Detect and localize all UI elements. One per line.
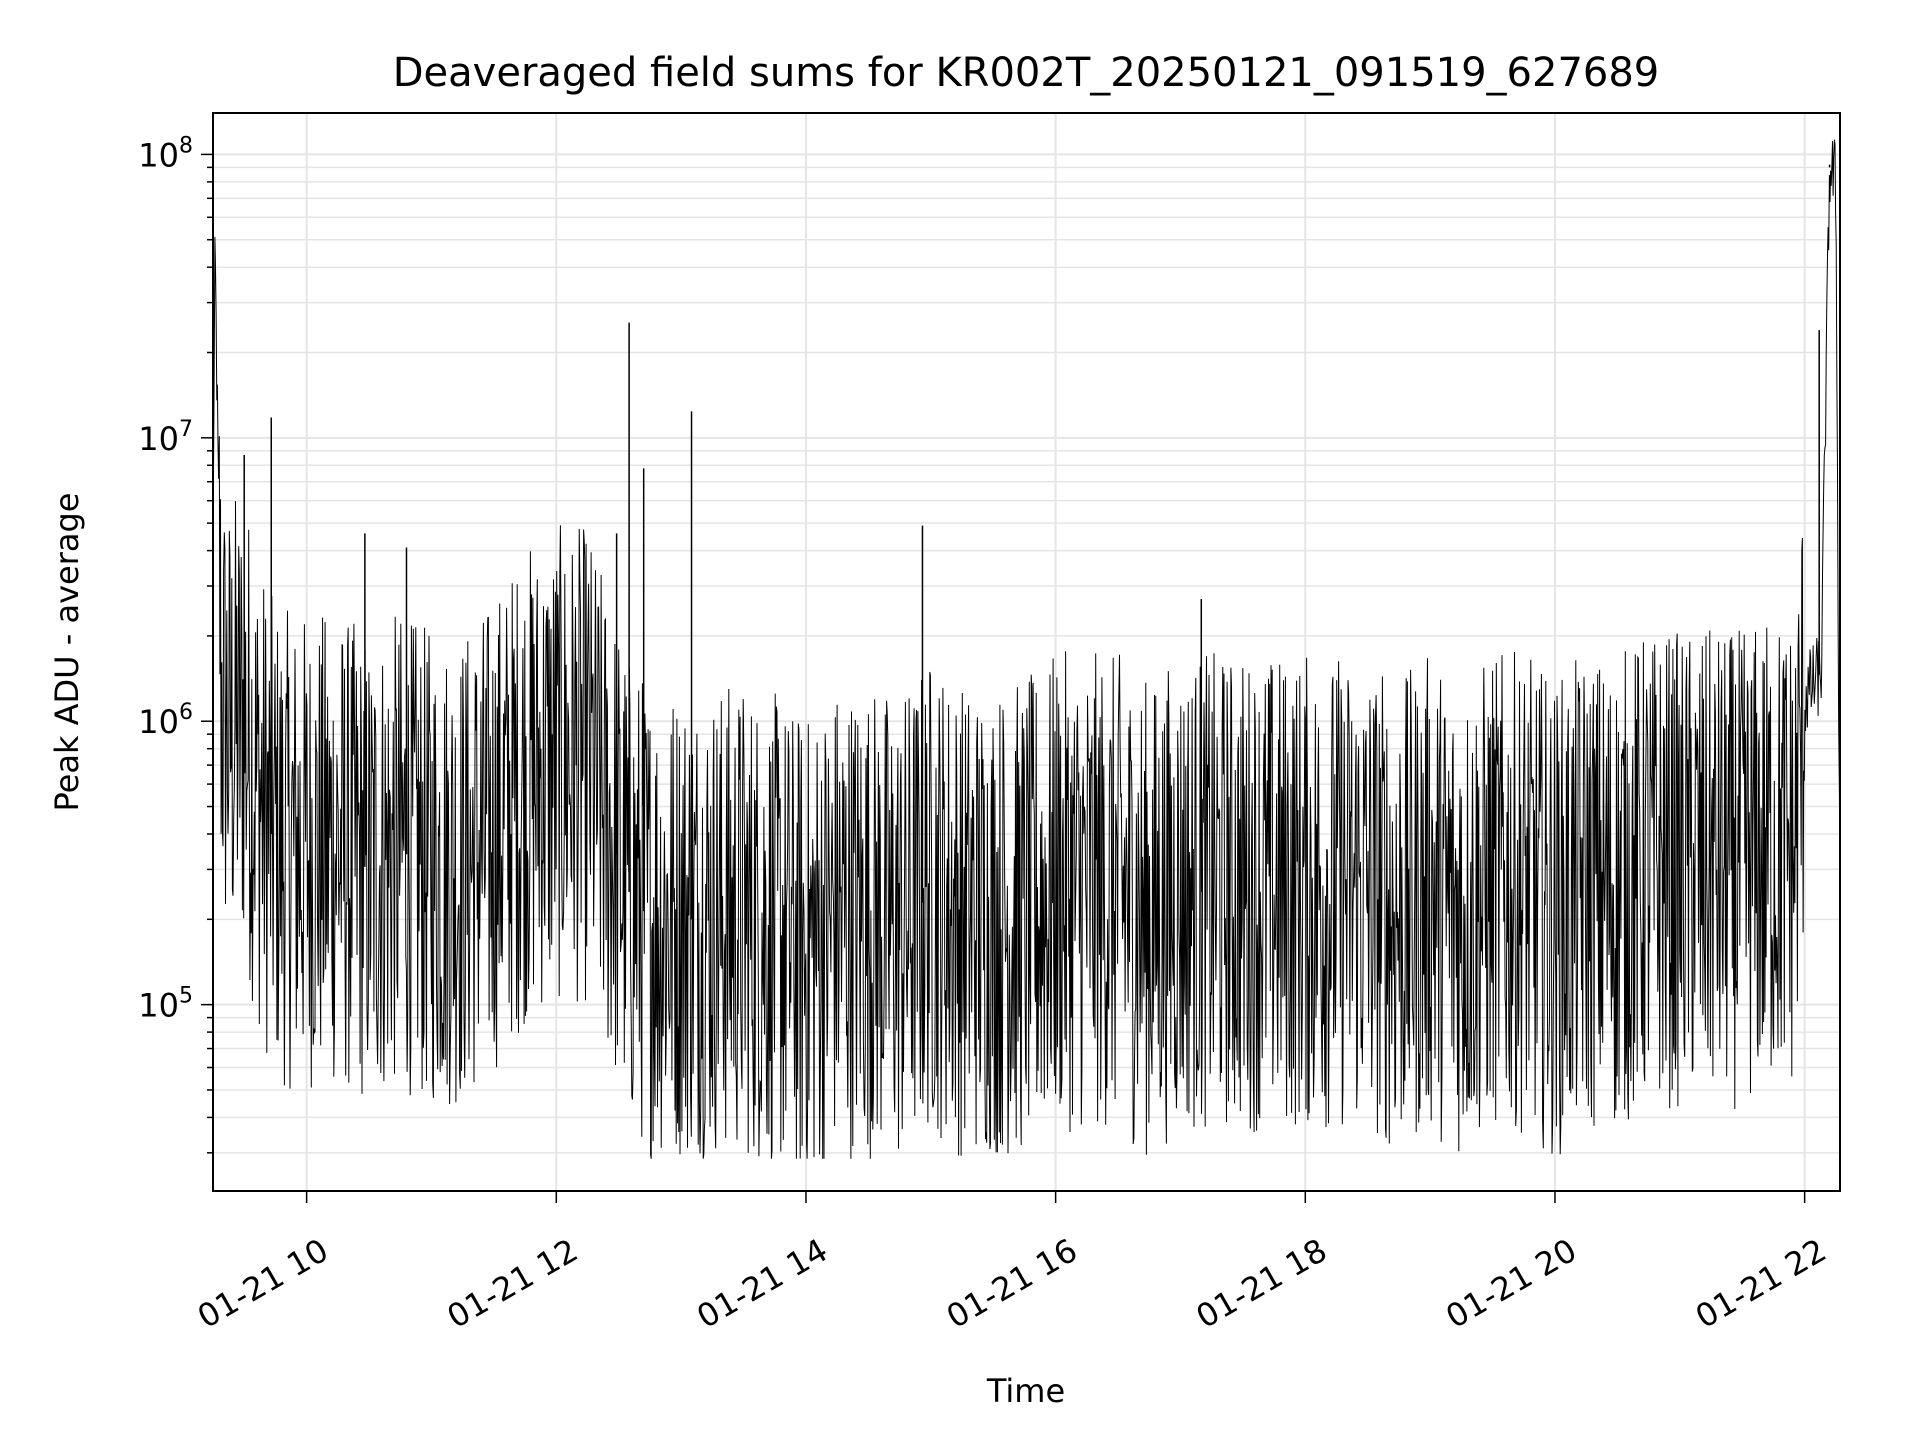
y-tick-label: 106 [138, 700, 193, 741]
x-axis-label: Time [986, 1372, 1065, 1410]
plot-frame [212, 112, 1841, 1192]
series-layer [212, 139, 1841, 1159]
y-tick-label: 105 [138, 984, 193, 1025]
y-tick-base: 10 [138, 420, 179, 458]
y-tick-base: 10 [138, 703, 179, 741]
y-tick-label: 108 [138, 133, 193, 174]
chart-title: Deaveraged field sums for KR002T_2025012… [393, 50, 1660, 96]
y-axis-label: Peak ADU - average [48, 493, 86, 812]
y-tick-base: 10 [138, 987, 179, 1025]
y-tick-base: 10 [138, 136, 179, 174]
y-tick-label: 107 [138, 417, 193, 458]
y-tick-exponent: 7 [179, 417, 193, 442]
y-tick-exponent: 8 [179, 133, 193, 158]
series-line [212, 139, 1841, 1159]
y-tick-exponent: 5 [179, 984, 193, 1009]
y-tick-exponent: 6 [179, 700, 193, 725]
